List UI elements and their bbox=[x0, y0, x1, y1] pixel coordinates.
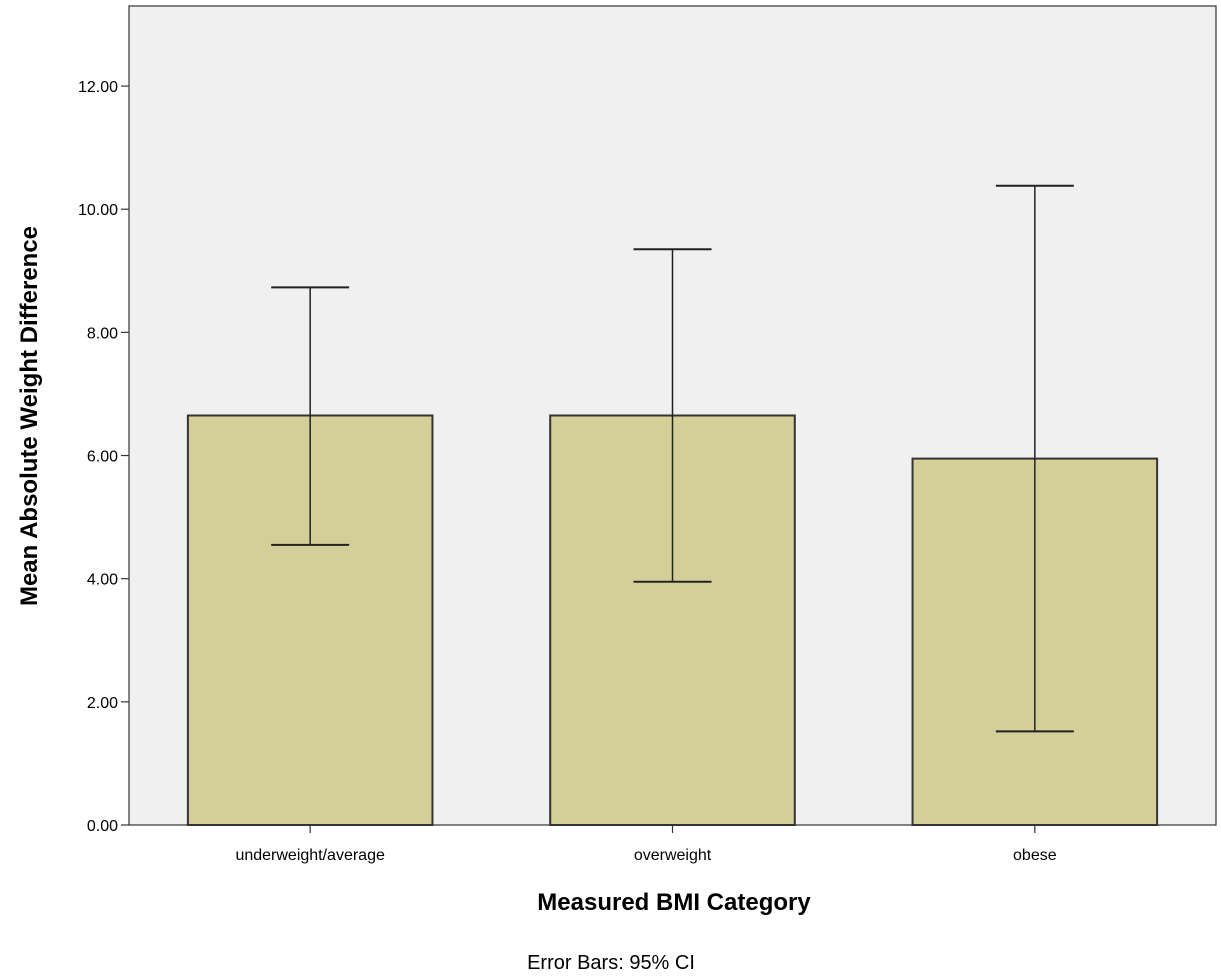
y-tick-label: 8.00 bbox=[87, 325, 118, 342]
x-tick-label: underweight/average bbox=[235, 847, 385, 864]
y-axis-title: Mean Absolute Weight Difference bbox=[16, 226, 43, 606]
y-tick-label: 0.00 bbox=[87, 818, 118, 835]
error-bars-layer bbox=[271, 184, 1074, 733]
y-tick-label: 2.00 bbox=[87, 695, 118, 712]
error-bars-footnote: Error Bars: 95% CI bbox=[527, 952, 695, 974]
x-axis: underweight/average overweight obese bbox=[235, 825, 1057, 864]
x-axis-title: Measured BMI Category bbox=[537, 889, 811, 916]
y-tick-label: 6.00 bbox=[87, 449, 118, 466]
x-tick-label: obese bbox=[1013, 847, 1057, 864]
y-tick-label: 12.00 bbox=[78, 79, 118, 96]
y-axis: 0.00 2.00 4.00 6.00 8.00 10.00 12.00 bbox=[78, 79, 129, 835]
y-tick-label: 4.00 bbox=[87, 572, 118, 589]
x-tick-label: overweight bbox=[634, 847, 712, 864]
y-tick-label: 10.00 bbox=[78, 202, 118, 219]
